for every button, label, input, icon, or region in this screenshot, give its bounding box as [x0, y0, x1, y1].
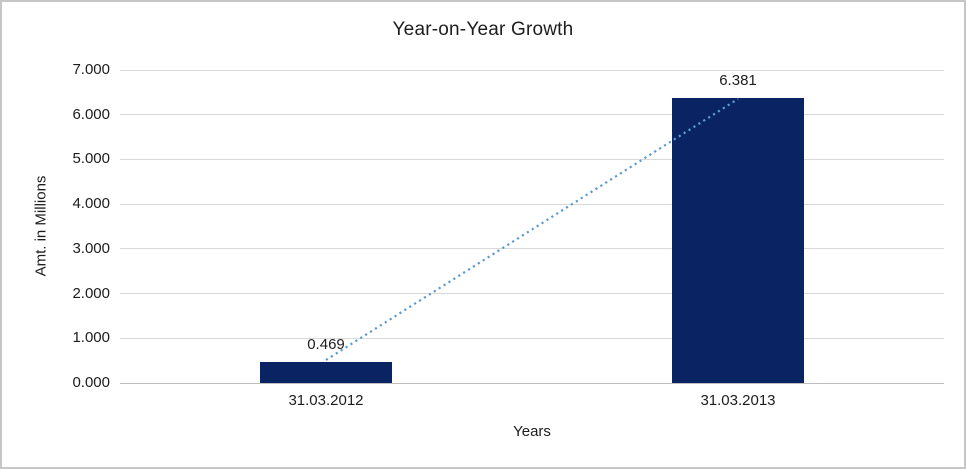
y-axis-title: Amt. in Millions: [32, 175, 50, 277]
bar: [672, 98, 804, 383]
y-tick-label: 5.000: [72, 150, 110, 168]
y-tick-label: 7.000: [72, 61, 110, 78]
bar-value-label: 6.381: [719, 72, 757, 89]
gridline: [120, 69, 944, 71]
x-axis-line: [120, 382, 944, 384]
x-tick-label: 31.03.2012: [288, 392, 364, 409]
plot-area: [120, 70, 944, 383]
y-tick-label: 6.000: [72, 105, 110, 123]
x-tick-label: 31.03.2013: [700, 392, 776, 409]
gridline: [120, 337, 944, 339]
y-tick-label: 1.000: [72, 329, 110, 347]
gridline: [120, 158, 944, 160]
gridline: [120, 248, 944, 250]
chart-title: Year-on-Year Growth: [392, 19, 574, 40]
gridline: [120, 203, 944, 205]
y-tick-label: 2.000: [72, 284, 110, 302]
bar-value-label: 0.469: [307, 336, 345, 353]
x-axis-title: Years: [513, 423, 551, 440]
bar: [260, 362, 392, 383]
y-tick-label: 3.000: [72, 239, 110, 257]
gridline: [120, 293, 944, 295]
y-tick-label: 4.000: [72, 195, 110, 213]
gridline: [120, 114, 944, 116]
y-tick-label: 0.000: [72, 374, 110, 391]
